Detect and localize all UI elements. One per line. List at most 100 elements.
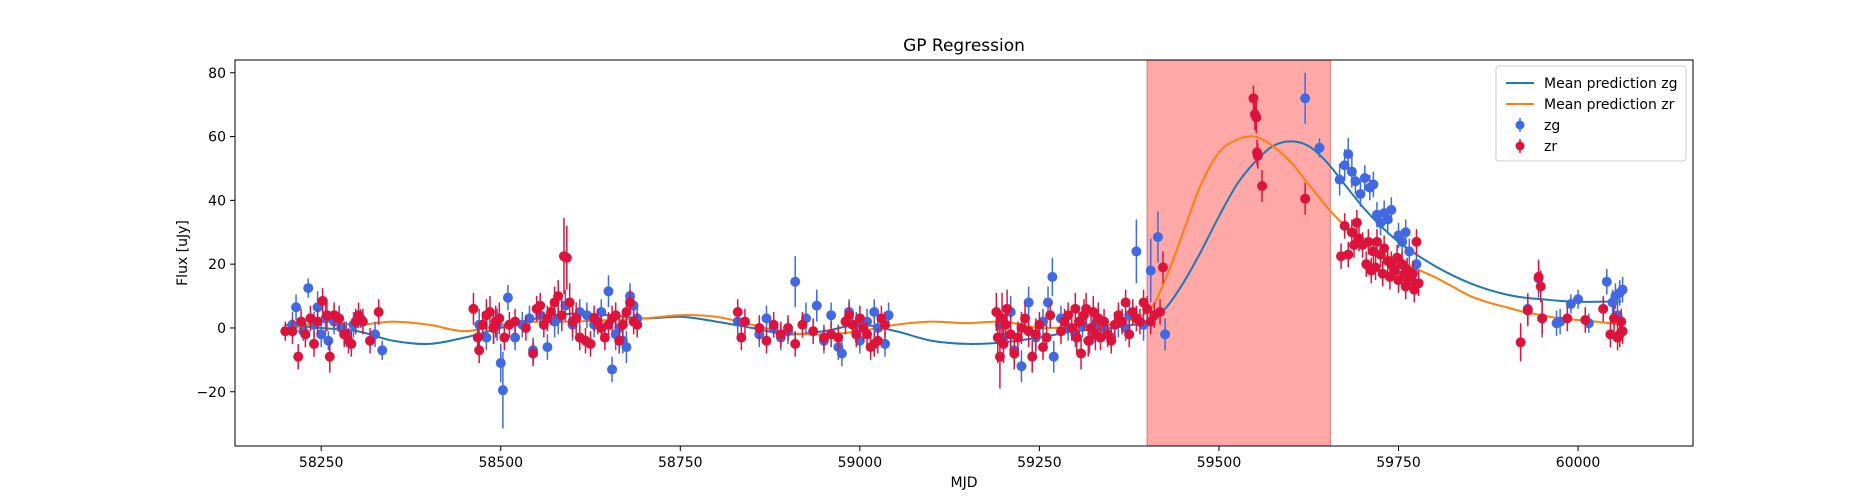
data-point bbox=[1533, 271, 1544, 282]
legend-label: zr bbox=[1544, 139, 1557, 155]
data-point bbox=[775, 329, 786, 340]
chart-title: GP Regression bbox=[903, 36, 1025, 56]
data-point bbox=[1343, 149, 1354, 160]
data-point bbox=[1045, 310, 1056, 321]
data-point bbox=[1300, 93, 1311, 104]
data-point bbox=[1343, 249, 1354, 260]
data-point bbox=[603, 286, 614, 297]
data-point bbox=[1048, 351, 1059, 362]
data-point bbox=[495, 358, 506, 369]
data-point bbox=[1145, 265, 1156, 276]
data-point bbox=[510, 332, 521, 343]
data-point bbox=[1565, 299, 1576, 310]
data-point bbox=[617, 319, 628, 330]
data-point bbox=[1334, 174, 1345, 185]
data-point bbox=[1616, 316, 1627, 327]
data-points-layer bbox=[280, 72, 1628, 429]
data-point bbox=[1371, 236, 1382, 247]
data-point bbox=[1368, 179, 1379, 190]
data-point bbox=[1562, 313, 1573, 324]
data-point bbox=[1379, 243, 1390, 254]
data-point bbox=[833, 332, 844, 343]
data-point bbox=[472, 332, 483, 343]
data-point bbox=[1397, 236, 1408, 247]
x-tick-label: 60000 bbox=[1556, 455, 1601, 471]
data-point bbox=[481, 332, 492, 343]
data-point bbox=[556, 310, 567, 321]
data-point bbox=[499, 332, 510, 343]
data-point bbox=[790, 338, 801, 349]
data-point bbox=[1134, 316, 1145, 327]
data-point bbox=[303, 283, 314, 294]
y-tick-label: 80 bbox=[208, 66, 226, 82]
data-point bbox=[484, 307, 495, 318]
data-point bbox=[300, 329, 311, 340]
data-point bbox=[1382, 214, 1393, 225]
data-point bbox=[1009, 348, 1020, 359]
data-point bbox=[1363, 236, 1374, 247]
data-point bbox=[1063, 310, 1074, 321]
data-point bbox=[869, 307, 880, 318]
data-point bbox=[632, 319, 643, 330]
data-point bbox=[334, 313, 345, 324]
x-ticks: 58250 58500 58750 59000 59250 59500 59750 60000 bbox=[299, 446, 1600, 471]
data-point bbox=[610, 310, 621, 321]
data-point bbox=[998, 338, 1009, 349]
data-point bbox=[1066, 322, 1077, 333]
data-point bbox=[1047, 271, 1058, 282]
data-point bbox=[317, 295, 328, 306]
data-point bbox=[991, 307, 1002, 318]
data-point bbox=[1152, 232, 1163, 243]
data-point bbox=[808, 326, 819, 337]
data-point bbox=[844, 310, 855, 321]
data-point bbox=[1248, 93, 1259, 104]
data-point bbox=[1350, 176, 1361, 187]
data-point bbox=[1070, 303, 1081, 314]
x-tick-label: 59250 bbox=[1017, 455, 1062, 471]
data-point bbox=[1257, 181, 1268, 192]
data-point bbox=[1617, 284, 1628, 295]
x-tick-label: 58750 bbox=[658, 455, 703, 471]
data-point bbox=[797, 319, 808, 330]
data-point bbox=[1355, 188, 1366, 199]
data-point bbox=[761, 335, 772, 346]
data-point bbox=[1413, 278, 1424, 289]
data-point bbox=[1522, 305, 1533, 316]
data-point bbox=[316, 329, 327, 340]
data-point bbox=[1157, 262, 1168, 273]
data-point bbox=[783, 322, 794, 333]
data-point bbox=[826, 310, 837, 321]
x-tick-label: 58250 bbox=[299, 455, 344, 471]
data-point bbox=[1023, 297, 1034, 308]
data-point bbox=[1393, 275, 1404, 286]
legend-label: Mean prediction zr bbox=[1544, 97, 1675, 113]
data-point bbox=[1002, 303, 1013, 314]
data-point bbox=[1034, 319, 1045, 330]
y-tick-label: 0 bbox=[217, 321, 226, 337]
data-point bbox=[296, 316, 307, 327]
y-ticks: −20 0 20 40 60 80 bbox=[196, 66, 235, 401]
data-point bbox=[607, 364, 618, 375]
x-tick-label: 58500 bbox=[478, 455, 523, 471]
data-point bbox=[768, 319, 779, 330]
data-point bbox=[280, 326, 291, 337]
data-point bbox=[1598, 303, 1609, 314]
y-tick-label: 20 bbox=[208, 257, 226, 273]
data-point bbox=[377, 345, 388, 356]
data-point bbox=[1404, 246, 1415, 257]
data-point bbox=[1601, 276, 1612, 287]
data-point bbox=[1030, 329, 1041, 340]
series-zr bbox=[280, 85, 1628, 389]
data-point bbox=[1251, 112, 1262, 123]
data-point bbox=[614, 335, 625, 346]
data-point bbox=[1573, 294, 1584, 305]
data-point bbox=[1300, 193, 1311, 204]
data-point bbox=[1400, 281, 1411, 292]
data-point bbox=[1076, 348, 1087, 359]
data-point bbox=[1314, 142, 1325, 153]
data-point bbox=[346, 338, 357, 349]
data-point bbox=[1407, 268, 1418, 279]
data-point bbox=[1339, 220, 1350, 231]
x-tick-label: 59750 bbox=[1376, 455, 1421, 471]
data-point bbox=[324, 351, 335, 362]
